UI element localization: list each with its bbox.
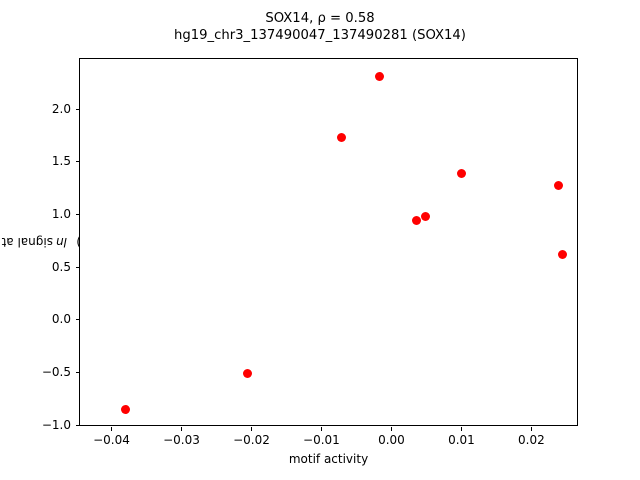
- y-axis-tick-label: 1.0: [51, 207, 71, 221]
- y-axis-tick-label: 1.5: [51, 154, 71, 169]
- x-axis-tick-label: 0.01: [448, 433, 475, 447]
- x-axis-tick: [391, 427, 393, 431]
- x-axis-tick-label: −0.02: [233, 433, 270, 447]
- y-axis-label: signal at CRE (ln): [0, 58, 81, 426]
- x-axis-tick: [251, 427, 253, 431]
- y-axis-tick-label: 2.0: [51, 101, 71, 116]
- x-axis-tick-label: −0.01: [303, 433, 340, 447]
- y-axis-label-text: signal at CRE (ln): [0, 198, 81, 286]
- data-point: [337, 132, 347, 142]
- x-axis-tick: [181, 427, 183, 431]
- x-axis-label: motif activity: [288, 452, 369, 466]
- y-axis-tick: [76, 372, 80, 374]
- data-point: [421, 211, 431, 221]
- plot-data-region: [80, 59, 577, 425]
- plot-axes: −0.04 −0.03 −0.02 −0.01 0.00 0.01 0.02 −1.0 −0.5…: [42, 58, 578, 447]
- data-point: [242, 368, 252, 378]
- x-axis-tick: [461, 427, 463, 431]
- x-axis-tick: [321, 427, 323, 431]
- y-axis-tick: [76, 319, 80, 321]
- x-axis-tick-label: −0.03: [163, 433, 200, 447]
- y-axis-tick-label: 0.0: [51, 312, 71, 327]
- data-point: [456, 169, 466, 179]
- x-axis-tick-label: 0.00: [378, 433, 405, 447]
- y-axis-tick-label: −1.0: [41, 417, 71, 432]
- data-point: [375, 72, 385, 82]
- y-axis-tick-label: −0.5: [41, 365, 71, 380]
- y-axis-tick: [76, 266, 80, 268]
- x-axis-tick: [111, 427, 113, 431]
- y-axis-tick-label: 0.5: [51, 259, 71, 274]
- x-axis-tick-label: 0.02: [518, 433, 545, 447]
- y-axis-tick: [76, 424, 80, 426]
- y-axis-tick: [76, 108, 80, 110]
- data-point: [557, 249, 567, 259]
- chart-title: SOX14, ρ = 0.58 hg19_chr3_137490047_1374…: [0, 10, 640, 44]
- x-axis-tick-label: −0.04: [93, 433, 130, 447]
- y-axis-tick: [76, 214, 80, 215]
- x-axis-tick: [531, 427, 533, 431]
- data-point: [553, 181, 563, 191]
- y-axis-label-suffix: ): [75, 235, 81, 249]
- y-axis-tick: [76, 161, 80, 163]
- chart-title-line-1: SOX14, ρ = 0.58: [265, 11, 375, 26]
- data-point: [412, 215, 422, 225]
- chart-title-line-2: hg19_chr3_137490047_137490281 (SOX14): [174, 28, 466, 43]
- data-point: [120, 404, 130, 414]
